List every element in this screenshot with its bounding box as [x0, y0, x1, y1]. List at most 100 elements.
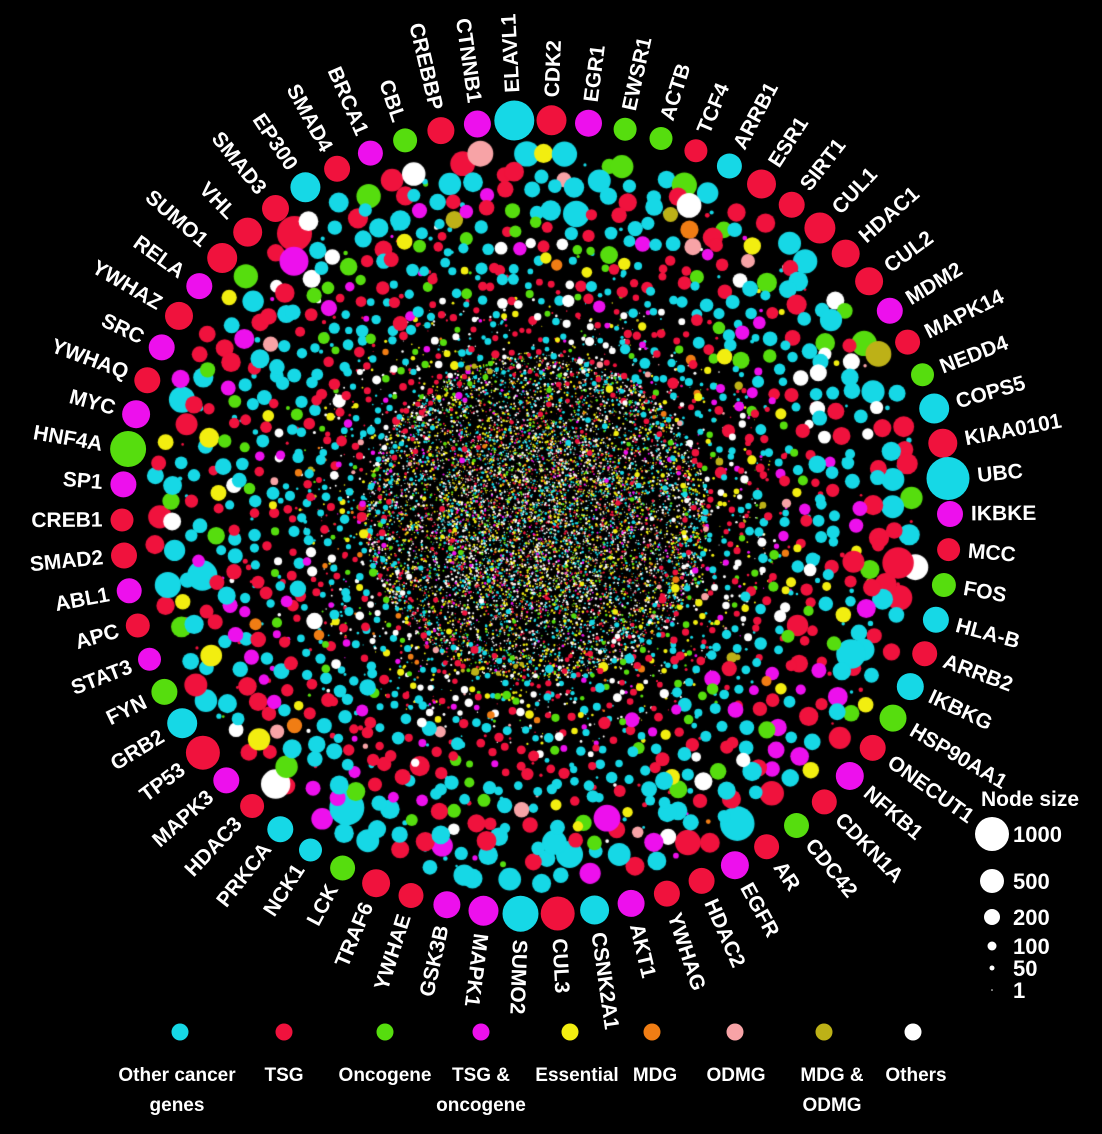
- gene-label-UBC: UBC: [976, 460, 1024, 487]
- legend-label-essential: Essential: [535, 1065, 618, 1086]
- gene-node-NCK1: [299, 838, 322, 862]
- category-legend: Other cancer genes TSG Oncogene TSG & on…: [118, 1023, 947, 1116]
- gene-label-FYN: FYN: [103, 691, 151, 730]
- legend-swatch-mdg-odmg: [815, 1023, 833, 1041]
- size-swatch-50: [989, 965, 995, 971]
- size-label-1000: 1000: [1013, 822, 1062, 847]
- gene-node-CUL3: [540, 896, 575, 931]
- gene-label-NEDD4: NEDD4: [937, 331, 1012, 378]
- gene-node-SRC: [148, 334, 175, 361]
- gene-label-MAPK1: MAPK1: [460, 932, 492, 1008]
- gene-label-AKT1: AKT1: [625, 922, 660, 981]
- gene-label-AR: AR: [769, 857, 805, 895]
- gene-node-CUL2: [855, 267, 884, 296]
- legend-label-mdg-odmg: MDG &: [800, 1065, 864, 1086]
- gene-node-CDC42: [784, 813, 809, 838]
- legend-swatch-oncogene: [376, 1023, 394, 1041]
- gene-node-ELAVL1: [494, 100, 535, 141]
- gene-node-ARRB1: [716, 153, 742, 179]
- gene-label-CSNK2A1: CSNK2A1: [586, 931, 623, 1032]
- gene-ring: ELAVL1 CDK2 EGR1 EWSR1 ACTBTCF4ARRB1ESR1SIRT…: [29, 13, 1064, 1031]
- legend-label-tsg: TSG: [264, 1065, 303, 1086]
- gene-node-SUMO1: [207, 243, 238, 273]
- size-swatch-100: [987, 941, 997, 951]
- size-label-1: 1: [1013, 978, 1025, 1003]
- gene-label-LCK: LCK: [303, 881, 344, 930]
- gene-label-GSK3B: GSK3B: [416, 923, 454, 999]
- gene-label-SMAD2: SMAD2: [29, 546, 104, 576]
- gene-label-CUL1: CUL1: [828, 163, 883, 219]
- node-size-legend-title: Node size: [981, 788, 1079, 811]
- gene-label-ABL1: ABL1: [53, 583, 111, 616]
- gene-label-ARRB2: ARRB2: [940, 650, 1016, 696]
- gene-node-MCC: [937, 538, 961, 562]
- legend-label-odmg: ODMG: [706, 1065, 765, 1086]
- gene-node-HDAC3: [240, 794, 265, 818]
- gene-node-CUL1: [804, 212, 836, 244]
- gene-node-MAPK14: [895, 329, 921, 355]
- gene-label-YWHAG: YWHAG: [663, 910, 710, 994]
- gene-label-STAT3: STAT3: [68, 656, 135, 700]
- gene-label-TRAF6: TRAF6: [331, 899, 378, 970]
- gene-node-SMAD2: [111, 542, 137, 569]
- gene-node-SMAD4: [324, 155, 351, 182]
- gene-node-IKBKE: [937, 501, 963, 527]
- size-label-200: 200: [1013, 905, 1050, 930]
- gene-label-SP1: SP1: [62, 468, 104, 494]
- gene-node-FOS: [931, 573, 956, 597]
- gene-node-VHL: [233, 217, 263, 247]
- gene-node-EWSR1: [613, 117, 637, 141]
- legend-label-tsg-oncogene-2: oncogene: [436, 1095, 526, 1116]
- gene-node-AR: [754, 834, 780, 860]
- gene-node-APC: [125, 613, 150, 638]
- legend-swatch-tsg-oncogene: [472, 1023, 490, 1041]
- gene-label-HDAC2: HDAC2: [699, 895, 749, 971]
- gene-label-ACTB: ACTB: [656, 61, 696, 124]
- gene-label-EGFR: EGFR: [735, 879, 783, 941]
- legend-swatch-odmg: [726, 1023, 744, 1041]
- legend-label-others: Others: [885, 1065, 946, 1086]
- gene-label-SUMO2: SUMO2: [505, 939, 531, 1014]
- gene-node-ONECUT1: [859, 734, 886, 761]
- size-swatch-500: [980, 869, 1004, 893]
- gene-label-EWSR1: EWSR1: [618, 35, 657, 113]
- gene-label-CUL3: CUL3: [548, 938, 574, 994]
- gene-node-GSK3B: [433, 891, 461, 919]
- gene-label-FOS: FOS: [962, 577, 1008, 607]
- gene-label-CUL2: CUL2: [880, 226, 938, 277]
- gene-node-YWHAQ: [134, 367, 161, 394]
- gene-label-EGR1: EGR1: [580, 43, 610, 103]
- gene-node-CREB1: [110, 508, 134, 532]
- gene-node-CBL: [393, 128, 418, 153]
- gene-node-COPS5: [919, 393, 950, 424]
- legend-swatch-essential: [561, 1023, 579, 1041]
- gene-node-MYC: [122, 400, 151, 429]
- gene-node-HDAC1: [831, 239, 860, 268]
- gene-node-CREBBP: [427, 117, 455, 145]
- legend-label-other-cancer-genes: Other cancer: [118, 1065, 236, 1086]
- gene-node-MDM2: [876, 297, 903, 324]
- gene-label-HNF4A: HNF4A: [32, 421, 105, 456]
- gene-label-COPS5: COPS5: [953, 372, 1028, 414]
- legend-swatch-tsg: [275, 1023, 293, 1041]
- gene-label-KIAA0101: KIAA0101: [963, 409, 1064, 450]
- gene-node-MAPK1: [468, 895, 499, 926]
- gene-node-YWHAG: [653, 880, 680, 907]
- gene-node-CTNNB1: [463, 110, 491, 138]
- gene-node-NFKB1: [835, 762, 864, 790]
- gene-node-ACTB: [649, 127, 673, 150]
- gene-label-GRB2: GRB2: [107, 725, 169, 775]
- gene-label-MYC: MYC: [67, 385, 118, 419]
- gene-label-YWHAE: YWHAE: [370, 912, 416, 993]
- gene-node-CDK2: [536, 105, 567, 136]
- size-label-500: 500: [1013, 869, 1050, 894]
- gene-node-RELA: [186, 273, 213, 300]
- gene-node-TRAF6: [362, 869, 391, 898]
- node-size-legend: Node size 1000 500 200 100 50 1: [975, 788, 1079, 1003]
- gene-label-SRC: SRC: [98, 309, 148, 349]
- size-swatch-1: [991, 989, 993, 991]
- gene-node-YWHAE: [398, 883, 424, 908]
- gene-label-ELAVL1: ELAVL1: [497, 13, 524, 93]
- legend-label-mdg: MDG: [633, 1065, 677, 1086]
